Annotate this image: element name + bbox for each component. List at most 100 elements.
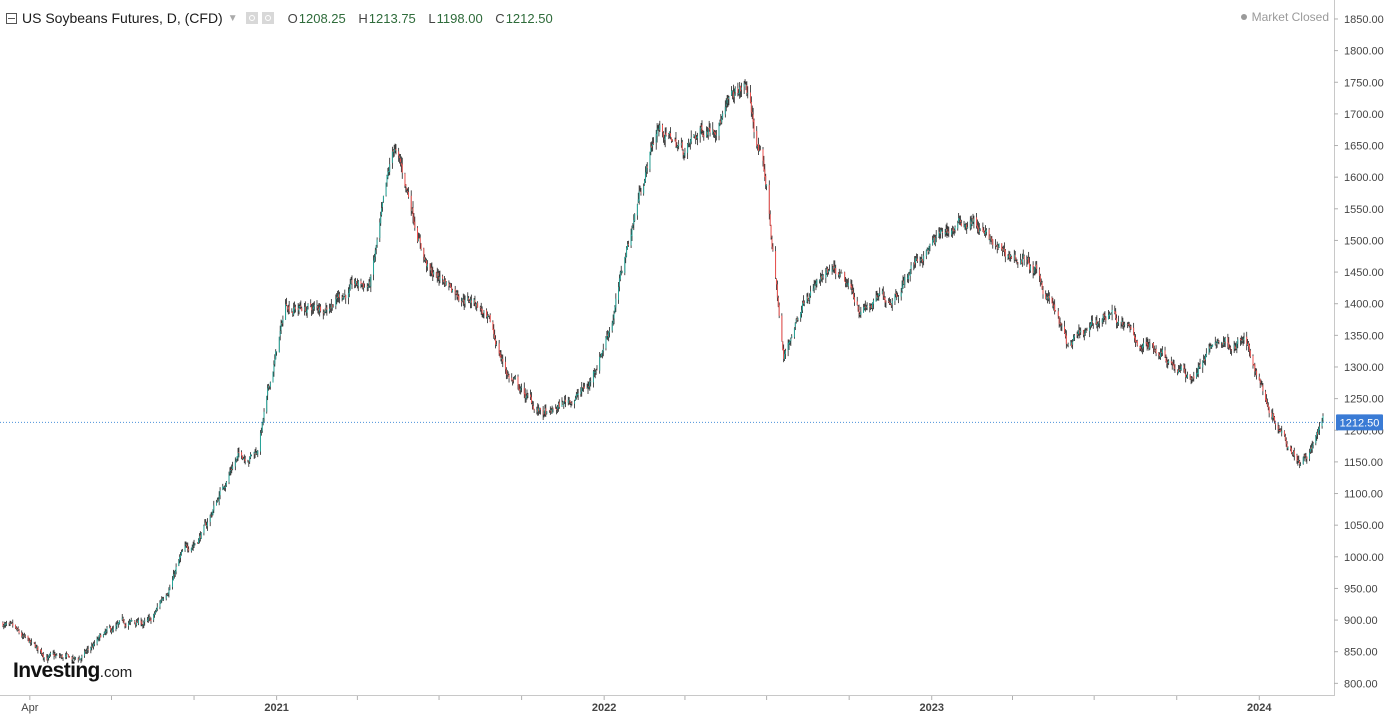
candle-body	[312, 306, 314, 310]
candle-body	[702, 133, 704, 136]
candle-body	[944, 232, 946, 235]
candle-body	[454, 289, 456, 295]
candle-body	[1161, 349, 1163, 354]
candle-body	[312, 308, 314, 310]
candle-body	[945, 229, 947, 232]
candle-body	[329, 308, 331, 311]
candle-body	[449, 284, 451, 286]
candle-body	[878, 293, 880, 296]
price-axis[interactable]: 800.00 850.00 900.00 950.00 1000.00 1050.00 11…	[1334, 14, 1384, 690]
candle-body	[198, 539, 200, 544]
candle-body	[153, 614, 155, 620]
candle-body	[1190, 378, 1192, 380]
candle-body	[30, 640, 32, 643]
candle-body	[1178, 369, 1180, 371]
candle-body	[348, 288, 350, 294]
candle-body	[665, 132, 667, 136]
instrument-title[interactable]: US Soybeans Futures, D, (CFD)	[22, 10, 223, 26]
candle-body	[1195, 373, 1197, 378]
eye-icon[interactable]	[245, 12, 258, 24]
candle-body	[363, 283, 365, 288]
candle-body	[819, 279, 821, 281]
candle-body	[973, 218, 975, 223]
candle-body	[549, 409, 551, 411]
candle-body	[1053, 305, 1055, 307]
candle-body	[649, 151, 651, 170]
candle-body	[162, 598, 164, 601]
candle-body	[501, 357, 503, 360]
candle-body	[294, 306, 296, 310]
candle-body	[236, 456, 238, 459]
candle-body	[738, 93, 740, 95]
candle-body	[15, 627, 17, 630]
candle-body	[630, 234, 632, 246]
candle-body	[1285, 439, 1287, 444]
y-tick-label: 1400.00	[1344, 299, 1384, 311]
candle-body	[646, 166, 648, 168]
candle-body	[816, 279, 818, 285]
candle-body	[1191, 377, 1193, 380]
candle-body	[1032, 265, 1034, 274]
candle-body	[1086, 329, 1088, 331]
candle-body	[989, 236, 991, 241]
candle-body	[627, 244, 629, 249]
candle-body	[504, 361, 506, 370]
candle-body	[475, 304, 477, 307]
candle-body	[583, 386, 585, 389]
candle-body	[436, 273, 438, 277]
candle-body	[608, 332, 610, 338]
candle-body	[1165, 357, 1167, 361]
candle-body	[1304, 454, 1306, 457]
candle-body	[881, 290, 883, 294]
candle-body	[282, 319, 284, 324]
candle-body	[695, 135, 697, 139]
candle-body	[338, 294, 340, 298]
candle-body	[784, 353, 786, 360]
gear-icon[interactable]	[261, 12, 274, 24]
candle-body	[204, 522, 206, 526]
candle-body	[793, 328, 795, 338]
candle-body	[1221, 342, 1223, 343]
candle-body	[250, 454, 252, 458]
candle-body	[344, 294, 346, 296]
candle-body	[1078, 329, 1080, 334]
candle-body	[863, 306, 865, 309]
candle-body	[1258, 376, 1260, 380]
candle-body	[1020, 260, 1022, 264]
candle-body	[567, 400, 569, 404]
time-axis[interactable]: Apr 2021 2022 2023 2024	[21, 696, 1272, 714]
candle-body	[638, 190, 640, 201]
candle-body	[725, 104, 727, 107]
candle-body	[452, 289, 454, 292]
candle-body	[953, 230, 955, 232]
collapse-icon[interactable]	[6, 12, 17, 24]
candle-body	[932, 240, 934, 245]
candle-body	[369, 281, 371, 286]
candle-body	[78, 659, 80, 661]
candle-body	[1316, 432, 1318, 437]
candle-body	[926, 248, 928, 251]
candle-body	[546, 411, 548, 414]
candle-body	[488, 315, 490, 317]
candle-body	[374, 250, 376, 257]
candle-body	[1248, 345, 1250, 352]
candle-body	[600, 353, 602, 357]
candle-body	[668, 133, 670, 135]
candle-body	[871, 305, 873, 308]
candle-body	[140, 620, 142, 624]
candle-body	[732, 91, 734, 98]
candle-body	[590, 381, 592, 383]
candle-body	[903, 280, 905, 285]
candle-body	[2, 622, 4, 627]
chevron-down-icon[interactable]: ▼	[227, 12, 238, 24]
candle-body	[967, 226, 969, 229]
candle-body	[1026, 260, 1028, 262]
candle-body	[229, 471, 231, 474]
candle-body	[468, 298, 470, 300]
candle-body	[1259, 379, 1261, 384]
candle-body	[1246, 336, 1248, 345]
candle-body	[1167, 362, 1169, 364]
candle-body	[568, 399, 570, 401]
candle-body	[643, 185, 645, 194]
